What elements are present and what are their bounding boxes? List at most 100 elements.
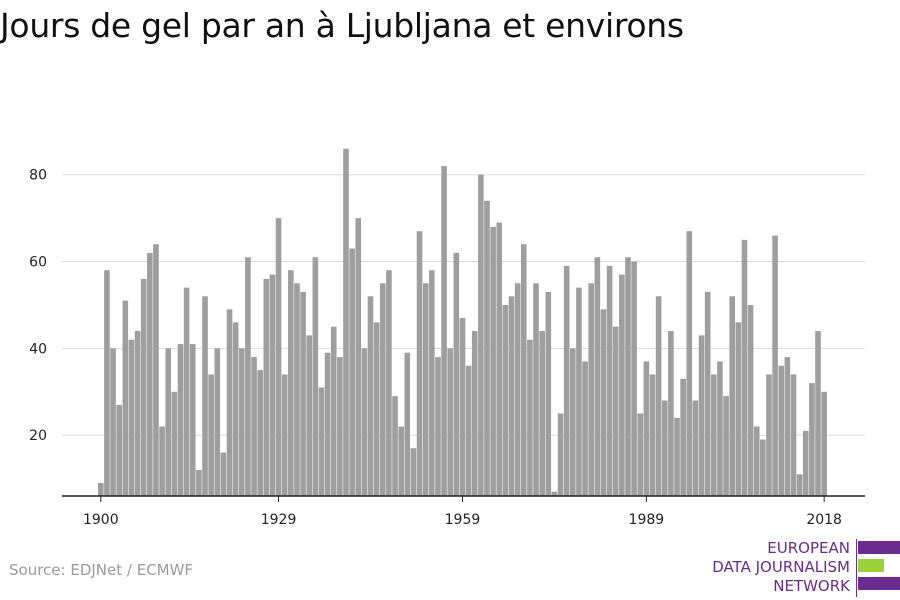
bar-1991[interactable] bbox=[655, 296, 662, 496]
bar-1990[interactable] bbox=[649, 374, 656, 496]
bar-1947[interactable] bbox=[386, 270, 392, 496]
bar-1903[interactable] bbox=[116, 404, 122, 496]
bar-2010[interactable] bbox=[772, 235, 778, 496]
bar-1919[interactable] bbox=[214, 348, 221, 496]
bar-1904[interactable] bbox=[122, 300, 129, 496]
bar-2003[interactable] bbox=[729, 296, 735, 496]
bar-1963[interactable] bbox=[484, 200, 490, 496]
bar-1979[interactable] bbox=[582, 361, 588, 496]
bar-1969[interactable] bbox=[520, 244, 527, 496]
bar-2018[interactable] bbox=[821, 391, 827, 496]
bar-1920[interactable] bbox=[220, 452, 227, 496]
bar-1934[interactable] bbox=[306, 335, 313, 496]
bar-1975[interactable] bbox=[557, 413, 564, 496]
bar-1973[interactable] bbox=[545, 291, 552, 496]
bar-1967[interactable] bbox=[508, 296, 515, 496]
bar-1989[interactable] bbox=[643, 361, 650, 496]
bar-2008[interactable] bbox=[760, 439, 766, 496]
bar-1997[interactable] bbox=[692, 400, 699, 496]
bar-1980[interactable] bbox=[588, 283, 594, 496]
bar-1923[interactable] bbox=[238, 348, 245, 496]
bar-1956[interactable] bbox=[441, 166, 447, 497]
bar-1935[interactable] bbox=[312, 257, 319, 496]
bar-2000[interactable] bbox=[711, 374, 717, 496]
bar-1916[interactable] bbox=[196, 469, 202, 496]
bar-1950[interactable] bbox=[404, 352, 411, 496]
bar-2002[interactable] bbox=[723, 396, 729, 496]
bar-2011[interactable] bbox=[778, 365, 785, 496]
bar-1915[interactable] bbox=[189, 344, 196, 496]
bar-1917[interactable] bbox=[202, 296, 208, 496]
bar-1905[interactable] bbox=[128, 339, 135, 496]
bar-1913[interactable] bbox=[177, 344, 184, 496]
bar-1952[interactable] bbox=[416, 231, 423, 497]
bar-1984[interactable] bbox=[612, 326, 619, 496]
bar-1927[interactable] bbox=[263, 278, 270, 496]
bar-2015[interactable] bbox=[802, 430, 809, 496]
bar-1985[interactable] bbox=[619, 274, 625, 496]
bar-1957[interactable] bbox=[447, 348, 454, 496]
bar-1910[interactable] bbox=[159, 426, 165, 496]
bar-1988[interactable] bbox=[637, 413, 644, 496]
bar-1925[interactable] bbox=[251, 357, 257, 496]
bar-1970[interactable] bbox=[527, 339, 533, 496]
bar-1974[interactable] bbox=[551, 491, 558, 496]
bar-2005[interactable] bbox=[741, 239, 748, 496]
bar-1965[interactable] bbox=[496, 222, 503, 497]
bar-2009[interactable] bbox=[766, 374, 772, 496]
bar-1999[interactable] bbox=[704, 291, 711, 496]
bar-1912[interactable] bbox=[171, 391, 178, 496]
bar-1951[interactable] bbox=[410, 448, 417, 496]
bar-1924[interactable] bbox=[245, 257, 251, 496]
bar-1986[interactable] bbox=[625, 257, 631, 496]
bar-1922[interactable] bbox=[232, 322, 239, 496]
bar-1908[interactable] bbox=[147, 252, 153, 496]
bar-1938[interactable] bbox=[330, 326, 337, 496]
bar-1981[interactable] bbox=[594, 257, 601, 496]
bar-1937[interactable] bbox=[324, 352, 331, 496]
bar-1960[interactable] bbox=[465, 365, 472, 496]
bar-1962[interactable] bbox=[478, 174, 484, 497]
bar-2012[interactable] bbox=[784, 357, 791, 496]
bar-1971[interactable] bbox=[533, 283, 539, 496]
bar-1995[interactable] bbox=[680, 378, 686, 496]
bar-1930[interactable] bbox=[281, 374, 288, 496]
bar-1939[interactable] bbox=[337, 357, 343, 496]
bar-1909[interactable] bbox=[153, 244, 159, 496]
bar-1926[interactable] bbox=[257, 370, 263, 496]
bar-2013[interactable] bbox=[790, 374, 797, 496]
bar-1933[interactable] bbox=[300, 291, 306, 496]
bar-1966[interactable] bbox=[502, 304, 509, 496]
bar-1982[interactable] bbox=[600, 309, 607, 496]
bar-1932[interactable] bbox=[294, 283, 300, 496]
bar-1929[interactable] bbox=[275, 218, 282, 496]
bar-1993[interactable] bbox=[668, 331, 674, 496]
bar-1983[interactable] bbox=[606, 265, 613, 496]
bar-1921[interactable] bbox=[226, 309, 233, 496]
bar-1996[interactable] bbox=[686, 231, 693, 497]
bar-1964[interactable] bbox=[490, 226, 496, 496]
bar-1942[interactable] bbox=[355, 218, 362, 496]
bar-1918[interactable] bbox=[208, 374, 214, 496]
bar-1943[interactable] bbox=[361, 348, 368, 496]
bar-1968[interactable] bbox=[514, 283, 521, 496]
bar-1946[interactable] bbox=[379, 283, 386, 496]
bar-1907[interactable] bbox=[140, 278, 147, 496]
bar-2001[interactable] bbox=[717, 361, 723, 496]
bar-1955[interactable] bbox=[435, 357, 441, 496]
edjnet-logo[interactable]: EUROPEAN DATA JOURNALISM NETWORK bbox=[700, 539, 900, 597]
bar-2014[interactable] bbox=[796, 474, 803, 496]
bar-1944[interactable] bbox=[367, 296, 374, 496]
bar-1978[interactable] bbox=[576, 287, 582, 496]
bar-1902[interactable] bbox=[110, 348, 116, 496]
bar-1953[interactable] bbox=[422, 283, 429, 496]
bar-1954[interactable] bbox=[429, 270, 435, 496]
bar-2004[interactable] bbox=[735, 322, 742, 496]
bar-1931[interactable] bbox=[288, 270, 294, 496]
bar-1972[interactable] bbox=[539, 331, 545, 496]
bar-1945[interactable] bbox=[373, 322, 380, 496]
bar-2006[interactable] bbox=[747, 304, 754, 496]
bar-1941[interactable] bbox=[349, 248, 355, 496]
bar-1949[interactable] bbox=[398, 426, 404, 496]
bar-1901[interactable] bbox=[104, 270, 110, 496]
